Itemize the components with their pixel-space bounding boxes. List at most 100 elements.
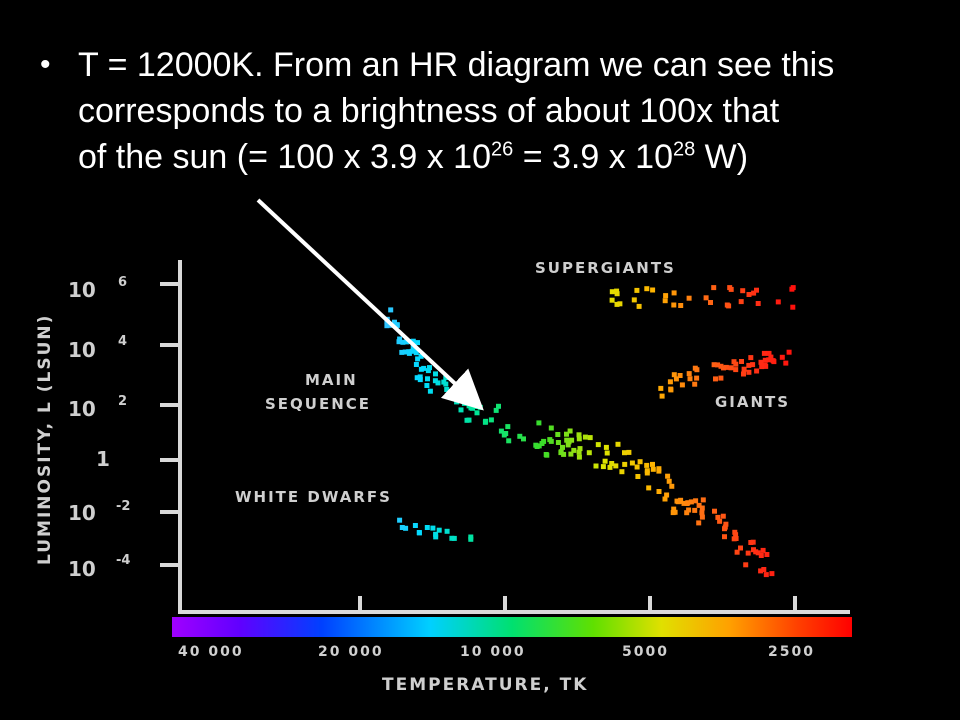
star-main-sequence <box>568 451 574 457</box>
star-main-sequence <box>586 450 592 456</box>
star-main-sequence <box>427 365 432 371</box>
star-main-sequence <box>717 518 723 524</box>
star-giant <box>673 376 679 382</box>
star-main-sequence <box>603 444 609 450</box>
star-main-sequence <box>593 463 599 469</box>
star-white-dwarf <box>403 525 409 531</box>
star-main-sequence <box>734 549 740 555</box>
star-main-sequence <box>720 513 726 519</box>
star-main-sequence <box>769 571 775 577</box>
star-giant <box>718 363 724 369</box>
label-white-dwarfs: WHITE DWARFS <box>235 488 392 506</box>
star-main-sequence <box>397 336 403 342</box>
star-main-sequence <box>650 461 655 467</box>
y-tick-labels: 10 6 10 4 10 2 1 10 -2 10 -4 <box>68 275 130 581</box>
star-main-sequence <box>488 417 494 423</box>
star-supergiant <box>711 285 717 291</box>
star-white-dwarf <box>424 525 430 530</box>
star-white-dwarf <box>399 525 405 530</box>
star-supergiant <box>671 290 677 296</box>
star-main-sequence <box>671 506 677 512</box>
star-main-sequence <box>425 376 430 382</box>
star-white-dwarf <box>433 531 439 537</box>
star-main-sequence <box>470 405 475 411</box>
star-giant <box>718 375 724 381</box>
star-main-sequence <box>433 371 438 377</box>
star-main-sequence <box>764 552 770 557</box>
star-main-sequence <box>696 520 702 526</box>
star-main-sequence <box>656 468 662 474</box>
star-white-dwarf <box>416 530 422 536</box>
star-main-sequence <box>699 510 705 516</box>
star-supergiant <box>754 287 759 293</box>
star-main-sequence <box>609 461 615 466</box>
bullet-dot: • <box>40 48 51 81</box>
star-giant <box>731 359 737 365</box>
star-supergiant <box>678 303 684 308</box>
y-tick-label-1: 1 <box>96 447 110 471</box>
star-giant <box>694 375 700 381</box>
star-main-sequence <box>615 441 621 447</box>
star-supergiant <box>609 297 615 303</box>
star-white-dwarf <box>444 528 450 534</box>
star-main-sequence <box>567 428 573 434</box>
star-main-sequence <box>418 353 424 359</box>
star-main-sequence <box>483 418 489 424</box>
y-tick-label-1e-4: 10 <box>68 557 96 581</box>
star-main-sequence <box>577 446 583 452</box>
star-main-sequence <box>662 496 668 502</box>
star-supergiant <box>775 299 781 305</box>
star-main-sequence <box>760 547 766 553</box>
star-supergiant <box>663 293 669 299</box>
star-main-sequence <box>384 323 390 329</box>
star-main-sequence <box>613 463 619 469</box>
star-giant <box>658 385 664 391</box>
star-main-sequence <box>712 508 717 514</box>
star-main-sequence <box>565 442 571 448</box>
axes <box>160 260 850 614</box>
bullet-line-2: corresponds to a brightness of about 100… <box>78 92 780 130</box>
star-main-sequence <box>402 349 408 355</box>
star-main-sequence <box>396 339 402 345</box>
star-supergiant <box>724 302 730 308</box>
star-main-sequence <box>501 432 507 438</box>
star-main-sequence <box>696 502 702 508</box>
star-main-sequence <box>425 368 431 374</box>
star-main-sequence <box>619 469 625 475</box>
x-tick-labels: 40 000 20 000 10 000 5000 2500 <box>178 644 815 660</box>
star-main-sequence <box>505 424 511 430</box>
star-supergiant <box>789 286 795 292</box>
star-white-dwarf <box>436 527 442 533</box>
star-giant <box>746 369 752 375</box>
star-white-dwarf <box>449 535 455 541</box>
star-supergiant <box>746 292 752 297</box>
star-giant <box>768 354 774 360</box>
star-main-sequence <box>761 567 767 572</box>
line3-part-a: of the sun (= 100 x 3.9 x 10 <box>78 138 491 176</box>
star-main-sequence <box>678 497 684 503</box>
star-points <box>384 285 796 578</box>
star-giant <box>762 362 768 368</box>
star-giant <box>783 360 789 366</box>
star-main-sequence <box>576 436 582 442</box>
exponent-26: 26 <box>491 138 514 161</box>
star-main-sequence <box>561 451 567 457</box>
star-giant <box>766 350 772 356</box>
star-main-sequence <box>521 436 526 442</box>
star-main-sequence <box>758 553 764 558</box>
star-main-sequence <box>458 407 464 413</box>
star-main-sequence <box>669 483 675 489</box>
x-tick-label-2500: 2500 <box>768 644 815 660</box>
star-supergiant <box>614 301 620 307</box>
star-white-dwarf <box>433 534 439 540</box>
star-main-sequence <box>646 485 652 491</box>
label-giants: GIANTS <box>715 393 790 411</box>
star-main-sequence <box>564 431 569 437</box>
star-main-sequence <box>571 447 577 453</box>
star-main-sequence <box>699 505 705 511</box>
x-tick-label-5000: 5000 <box>622 644 669 660</box>
star-main-sequence <box>688 499 694 505</box>
star-giant <box>659 393 665 399</box>
star-supergiant <box>708 300 713 305</box>
star-supergiant <box>751 290 757 296</box>
